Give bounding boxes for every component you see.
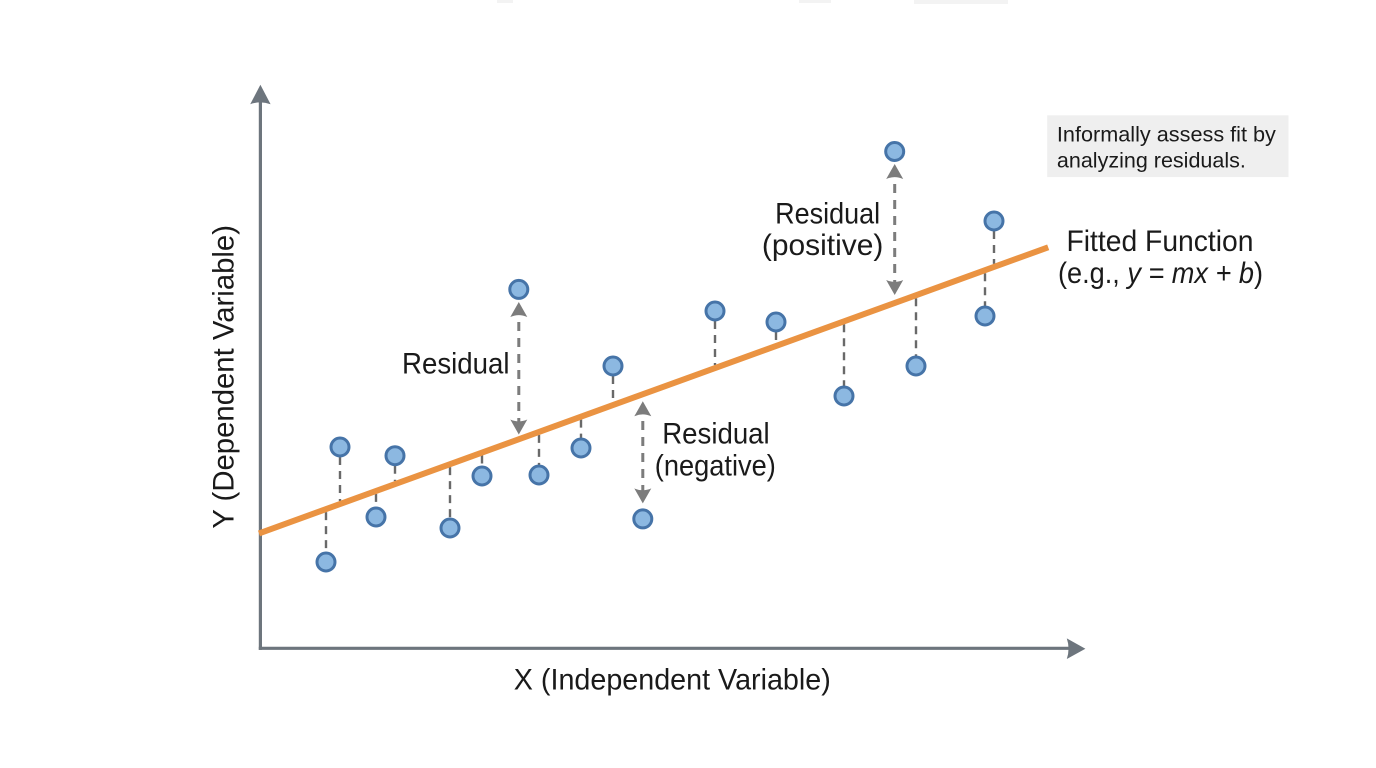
svg-text:Residual: Residual [775,197,880,230]
svg-text:(negative): (negative) [655,450,776,483]
svg-text:X (Independent Variable): X (Independent Variable) [514,663,831,696]
svg-text:Y (Dependent Variable): Y (Dependent Variable) [208,225,241,529]
svg-text:Residual: Residual [662,418,770,451]
svg-text:Fitted Function: Fitted Function [1067,225,1254,258]
svg-text:Informally assess fit by: Informally assess fit by [1057,123,1276,147]
svg-text:analyzing residuals.: analyzing residuals. [1057,149,1246,173]
svg-text:(e.g., y = mx + b): (e.g., y = mx + b) [1058,257,1263,290]
svg-text:Residual: Residual [402,348,510,381]
svg-text:(positive): (positive) [762,229,884,262]
